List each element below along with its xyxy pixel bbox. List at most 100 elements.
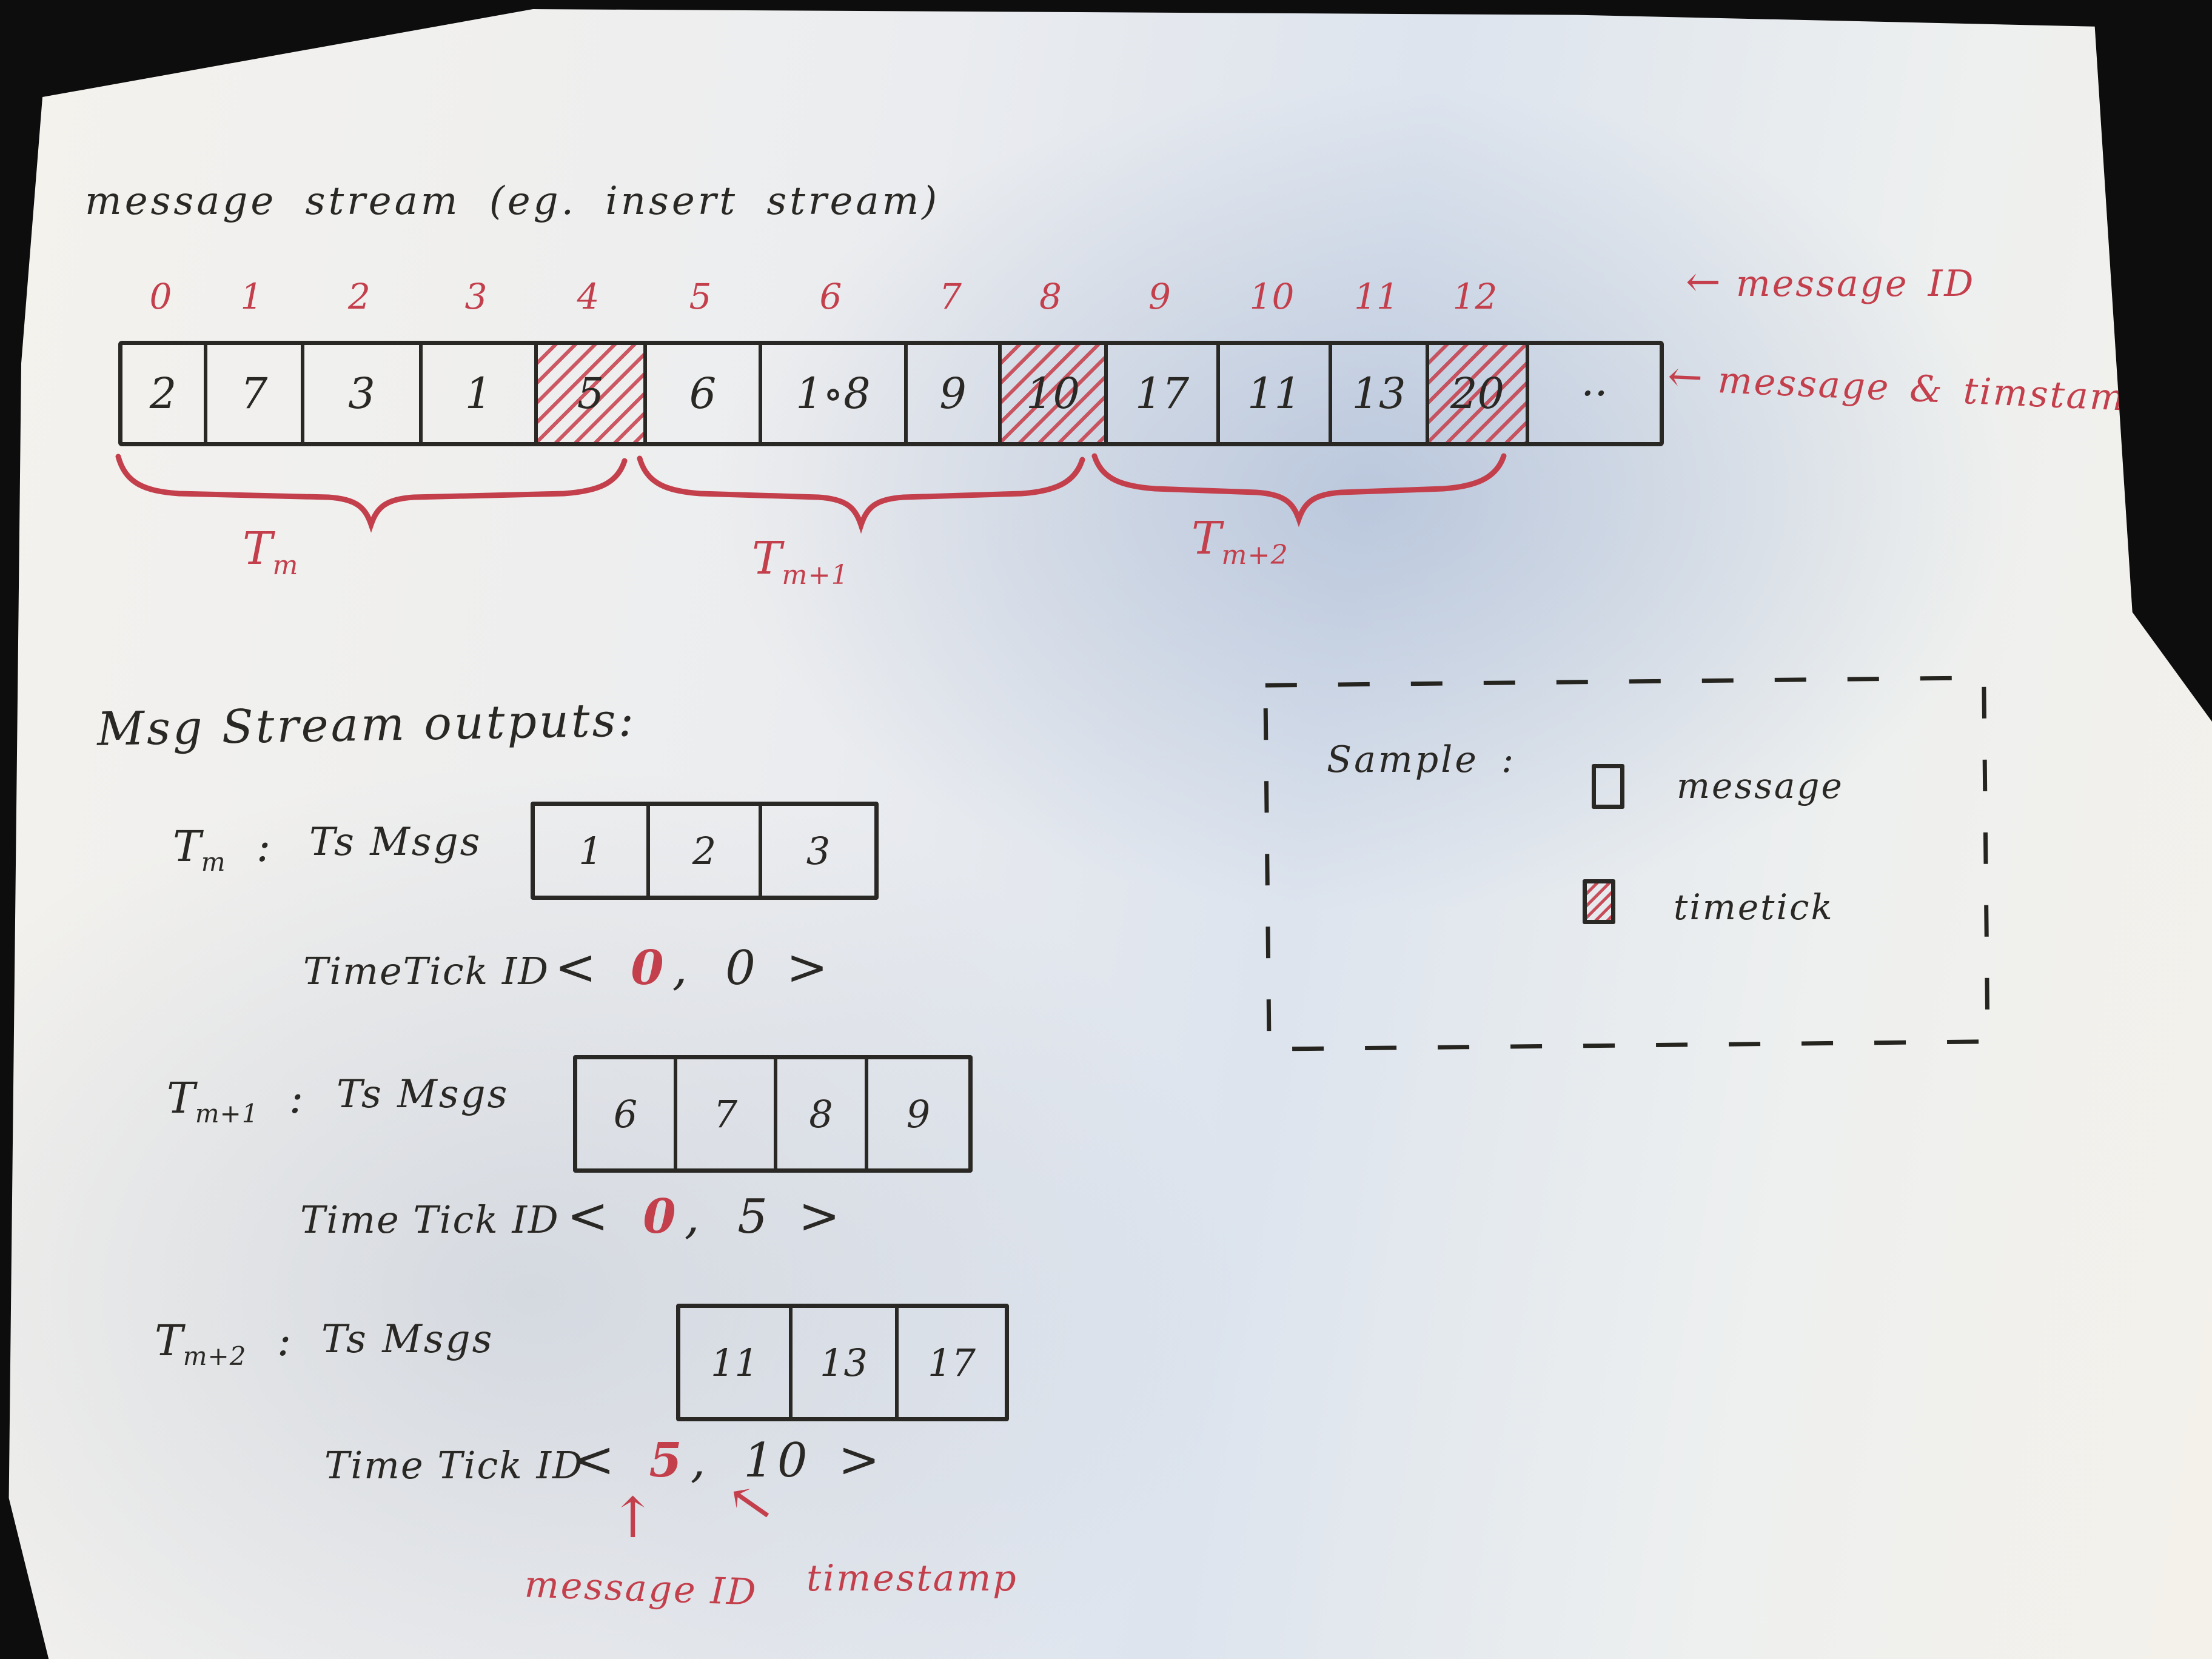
row-tm2-msgs-label: Ts Msgs <box>321 1317 494 1362</box>
cell-value: 7 <box>240 369 268 418</box>
footnote-timestamp-label: timestamp <box>806 1557 1018 1600</box>
angle-open: < <box>573 1431 618 1489</box>
cell-value: 13 <box>820 1340 868 1385</box>
cell-value: 2 <box>149 369 177 418</box>
timetick-swatch-icon <box>1583 879 1615 924</box>
comma: , <box>690 1433 709 1488</box>
brace-label-tm: Tm <box>243 523 298 581</box>
legend-timetick-label: timetick <box>1674 886 1834 928</box>
outputs-heading: Msg Stream outputs: <box>96 692 637 756</box>
brace-label-tm1: Tm+1 <box>752 532 849 591</box>
cell-value: 1∘8 <box>796 369 871 418</box>
sample-legend-box: Sample : message timetick <box>1261 673 1995 1061</box>
legend-message-label: message <box>1677 765 1844 806</box>
cell-value: 17 <box>928 1340 976 1385</box>
cell-value: 3 <box>348 369 375 418</box>
index-label: 5 <box>689 276 712 317</box>
cell-value: 10 <box>1025 369 1081 418</box>
msg-cell: 2 <box>650 806 762 896</box>
stream-cell: 17 <box>1108 345 1220 442</box>
row-tm2-label: Tm+2 : <box>155 1316 291 1371</box>
tick-timestamp: 0 <box>725 941 759 996</box>
angle-close: > <box>786 939 832 996</box>
stream-cell: 11 <box>1220 345 1332 442</box>
tick-message-id: 0 <box>631 940 668 996</box>
cell-value: 3 <box>806 828 831 873</box>
cell-value: 1 <box>464 369 492 418</box>
message-stream-row: 2 7 3 1 5 6 1∘8 9 10 17 11 13 20 ·· <box>118 341 1664 446</box>
stream-cell-timetick: 20 <box>1429 345 1529 442</box>
t-base: T <box>155 1316 183 1366</box>
t-base: T <box>167 1073 195 1123</box>
colon: : <box>276 1316 292 1366</box>
stream-cell-timetick: 5 <box>538 345 647 442</box>
stream-cell: 1 <box>423 345 538 442</box>
cell-value: 11 <box>711 1340 759 1385</box>
cell-value: 13 <box>1352 369 1406 418</box>
brace-label-tm2: Tm+2 <box>1191 512 1289 571</box>
stream-cell: 13 <box>1332 345 1429 442</box>
annotation-message-timestamp: ← message & timstamp <box>1667 352 2153 422</box>
cell-value: 6 <box>689 369 717 418</box>
cell-value: 20 <box>1450 369 1505 418</box>
stream-cell: 1∘8 <box>762 345 908 442</box>
colon: : <box>289 1073 304 1123</box>
cell-value: 17 <box>1134 369 1190 418</box>
annotation-text: message & timstamp <box>1717 359 2153 421</box>
tick-timestamp: 5 <box>737 1190 771 1244</box>
msg-cell: 11 <box>680 1308 793 1417</box>
row-tm-tick-pair: < 0, 0 > <box>555 939 831 996</box>
index-label: 3 <box>464 276 488 317</box>
index-label: 12 <box>1452 276 1498 317</box>
msg-cell: 9 <box>868 1059 968 1168</box>
row-tm1-label: Tm+1 : <box>167 1073 303 1128</box>
index-label: 9 <box>1148 276 1171 317</box>
row-tm1-ticklabel: Time Tick ID <box>300 1198 560 1242</box>
annotation-text: message ID <box>1735 263 1976 305</box>
cell-value: 8 <box>809 1091 833 1136</box>
tick-message-id: 5 <box>649 1433 686 1488</box>
stream-cell-ellipsis: ·· <box>1529 345 1660 442</box>
cell-value: 7 <box>713 1091 738 1136</box>
index-label: 10 <box>1249 276 1295 317</box>
stream-cell: 3 <box>304 345 423 442</box>
cell-value: 9 <box>906 1091 931 1136</box>
message-swatch-icon <box>1592 764 1624 809</box>
brace-drawing <box>115 453 1507 534</box>
cell-value: 9 <box>939 369 967 418</box>
row-tm2-msgs-box: 11 13 17 <box>676 1304 1009 1421</box>
angle-close: > <box>838 1431 883 1489</box>
colon: : <box>256 822 271 871</box>
msg-cell: 7 <box>677 1059 777 1168</box>
t-base: T <box>752 532 782 585</box>
cell-value: 1 <box>578 828 603 873</box>
dashed-border <box>1263 675 1990 1051</box>
comma: , <box>684 1190 703 1244</box>
comma: , <box>672 941 691 996</box>
row-tm-msgs-box: 1 2 3 <box>531 802 879 900</box>
up-arrow-icon: ↑ <box>609 1486 657 1550</box>
tick-timestamp: 10 <box>743 1433 811 1488</box>
stream-cell: 9 <box>908 345 1002 442</box>
row-tm-label: Tm : <box>173 822 270 877</box>
annotation-message-id: ← message ID <box>1686 258 1975 306</box>
row-tm1-msgs-box: 6 7 8 9 <box>573 1055 973 1173</box>
cell-value: ·· <box>1581 369 1608 418</box>
angle-open: < <box>555 939 600 996</box>
t-base: T <box>243 523 273 575</box>
index-label: 11 <box>1354 276 1399 317</box>
stream-cell: 2 <box>122 345 207 442</box>
cell-value: 11 <box>1247 369 1302 418</box>
row-tm2-tick-pair: < 5, 10 > <box>573 1431 883 1489</box>
t-sub: m <box>201 846 226 877</box>
row-tm1-tick-pair: < 0, 5 > <box>567 1187 843 1245</box>
msg-cell: 17 <box>899 1308 1005 1417</box>
diagram-title: message stream (eg. insert stream) <box>85 179 940 224</box>
index-label: 4 <box>577 276 600 317</box>
index-label: 7 <box>939 276 962 317</box>
stream-cell-timetick: 10 <box>1002 345 1108 442</box>
t-base: T <box>173 822 201 871</box>
stream-cell: 6 <box>647 345 762 442</box>
